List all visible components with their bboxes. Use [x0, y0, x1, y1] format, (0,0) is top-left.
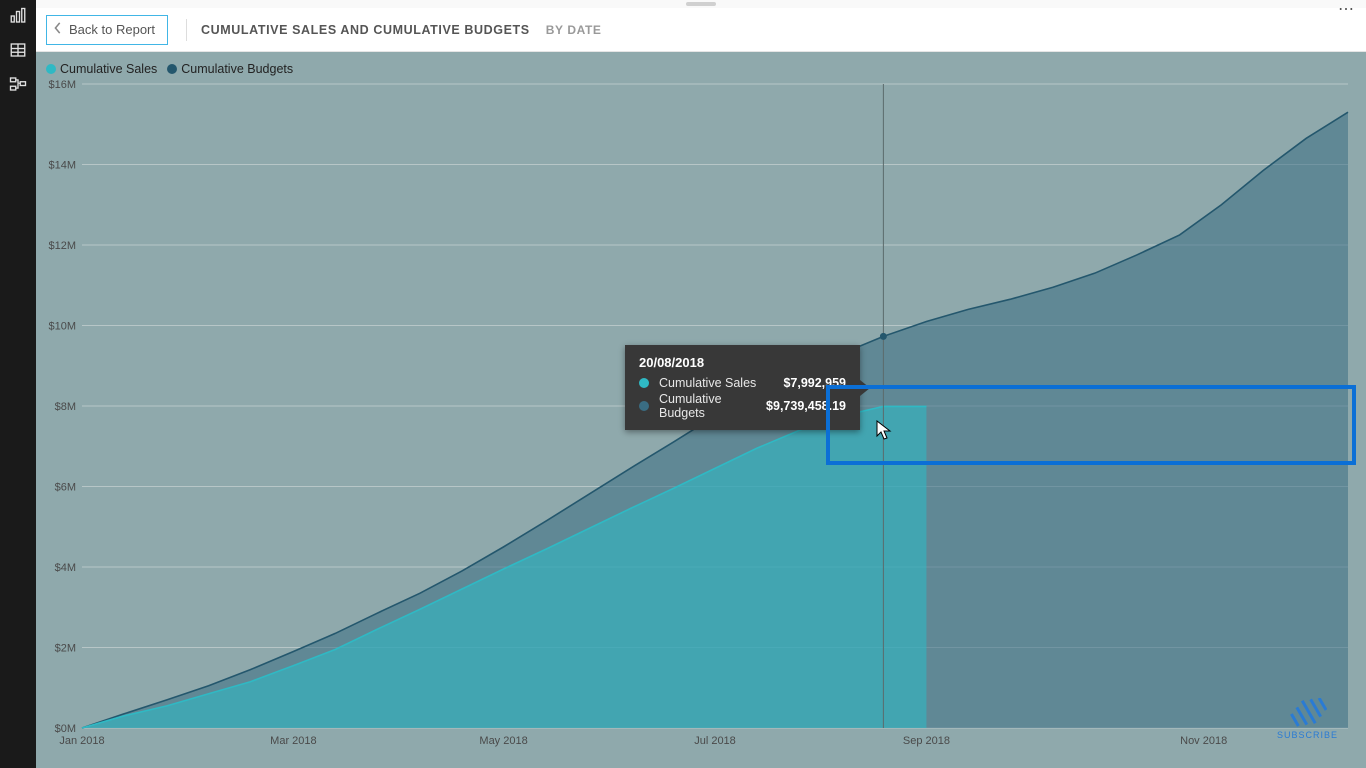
tooltip-series-label: Cumulative Budgets — [659, 392, 756, 420]
chevron-left-icon — [53, 22, 63, 37]
svg-text:$12M: $12M — [48, 240, 76, 252]
svg-text:$0M: $0M — [55, 723, 76, 735]
chart-legend: Cumulative Sales Cumulative Budgets — [40, 62, 1354, 80]
legend-label: Cumulative Budgets — [181, 62, 293, 76]
svg-text:Mar 2018: Mar 2018 — [270, 735, 316, 747]
svg-text:Jul 2018: Jul 2018 — [694, 735, 736, 747]
legend-dot-icon — [167, 64, 177, 74]
tooltip-dot-icon — [639, 378, 649, 388]
header-subtitle: BY DATE — [546, 23, 602, 37]
left-nav — [0, 0, 36, 768]
svg-text:May 2018: May 2018 — [479, 735, 527, 747]
svg-text:$14M: $14M — [48, 160, 76, 172]
highlight-rectangle — [826, 385, 1356, 465]
nav-table-icon[interactable] — [8, 40, 28, 60]
legend-item-budgets[interactable]: Cumulative Budgets — [167, 62, 293, 76]
svg-text:Nov 2018: Nov 2018 — [1180, 735, 1227, 747]
back-to-report-button[interactable]: Back to Report — [46, 15, 168, 45]
legend-item-sales[interactable]: Cumulative Sales — [46, 62, 157, 76]
svg-text:$2M: $2M — [55, 643, 76, 655]
svg-text:$16M: $16M — [48, 80, 76, 91]
header-bar: Back to Report CUMULATIVE SALES AND CUMU… — [36, 8, 1366, 52]
svg-text:$6M: $6M — [55, 482, 76, 494]
chart-tooltip: 20/08/2018 Cumulative Sales$7,992,959Cum… — [625, 345, 860, 430]
more-menu-icon[interactable]: ⋯ — [1338, 0, 1356, 19]
window-drag-handle[interactable]: ⋯ — [36, 0, 1366, 8]
tooltip-series-label: Cumulative Sales — [659, 376, 773, 390]
legend-dot-icon — [46, 64, 56, 74]
svg-text:$8M: $8M — [55, 401, 76, 413]
svg-text:$10M: $10M — [48, 321, 76, 333]
back-label: Back to Report — [69, 22, 155, 37]
nav-model-icon[interactable] — [8, 74, 28, 94]
tooltip-row: Cumulative Budgets$9,739,458.19 — [639, 392, 846, 420]
nav-chart-icon[interactable] — [8, 6, 28, 26]
svg-text:Sep 2018: Sep 2018 — [903, 735, 950, 747]
tooltip-date: 20/08/2018 — [639, 355, 846, 370]
tooltip-row: Cumulative Sales$7,992,959 — [639, 376, 846, 390]
header-title: CUMULATIVE SALES AND CUMULATIVE BUDGETS — [186, 19, 530, 41]
svg-text:Jan 2018: Jan 2018 — [59, 735, 104, 747]
legend-label: Cumulative Sales — [60, 62, 157, 76]
tooltip-dot-icon — [639, 401, 649, 411]
svg-text:$4M: $4M — [55, 562, 76, 574]
